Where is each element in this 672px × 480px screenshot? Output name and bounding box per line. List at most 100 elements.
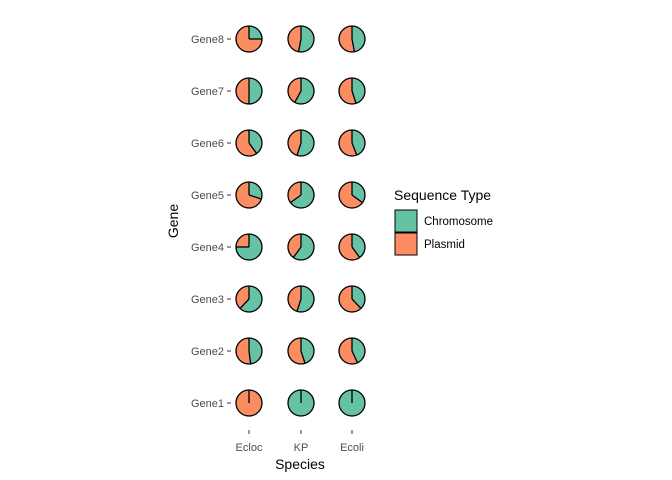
pie-ecoli-gene2	[338, 337, 366, 365]
pie-outline	[287, 389, 315, 417]
pie-divider	[351, 194, 363, 204]
pie-ecloc-gene7	[235, 77, 263, 105]
pie-outline	[287, 337, 315, 365]
pie-outline	[235, 233, 263, 261]
pie-divider	[292, 246, 302, 258]
pie-slice-chromosome	[294, 78, 315, 105]
pie-outline	[287, 129, 315, 157]
pie-slice-chromosome	[352, 26, 366, 52]
pie-ecoli-gene7	[338, 77, 366, 105]
pie-slice-chromosome	[249, 78, 262, 104]
pie-kp-gene4	[287, 233, 315, 261]
pie-divider	[351, 298, 362, 309]
pie-outline	[235, 77, 263, 105]
pie-slice-chromosome	[298, 26, 314, 52]
pie-outline	[338, 129, 366, 157]
y-axis-title: Gene	[165, 204, 181, 238]
x-axis: Ecloc KP Ecoli	[236, 430, 364, 454]
pie-ecoli-gene8	[338, 25, 366, 53]
pie-ecloc-gene6	[235, 129, 263, 157]
y-tick-label: Gene1	[191, 398, 224, 410]
pie-divider	[351, 142, 358, 156]
pie-kp-gene8	[287, 25, 315, 53]
y-tick-label: Gene4	[191, 242, 224, 254]
pie-outline	[235, 25, 263, 53]
pie-kp-gene2	[287, 337, 315, 365]
legend-label-chromosome: Chromosome	[424, 216, 493, 228]
pie-outline	[338, 77, 366, 105]
pie-kp-gene5	[287, 181, 315, 209]
pie-outline	[338, 389, 366, 417]
pie-slice-chromosome	[249, 338, 263, 364]
legend-label-plasmid: Plasmid	[424, 239, 465, 251]
pie-slice-chromosome	[240, 286, 262, 312]
pie-divider	[351, 350, 359, 364]
pie-divider	[239, 298, 250, 309]
pie-outline	[235, 337, 263, 365]
x-axis-title: Species	[275, 456, 325, 472]
pie-divider	[290, 194, 302, 204]
pie-cells	[235, 25, 366, 417]
pie-ecloc-gene5	[235, 181, 263, 209]
pie-ecoli-gene5	[338, 181, 366, 209]
pie-divider	[296, 142, 302, 156]
pie-divider	[351, 38, 356, 52]
pie-outline	[338, 285, 366, 313]
legend-key-plasmid	[394, 232, 418, 256]
y-axis: Gene1 Gene2 Gene3 Gene4 Gene5 Gene6 Gene7 Gene8	[191, 34, 231, 410]
x-tick-label: Ecloc	[236, 442, 263, 454]
pie-ecoli-gene4	[338, 233, 366, 261]
pie-outline	[235, 181, 263, 209]
pie-outline	[338, 337, 366, 365]
pie-ecoli-gene6	[338, 129, 366, 157]
pie-ecoli-gene1	[338, 389, 366, 417]
y-tick-label: Gene7	[191, 86, 224, 98]
pie-divider	[248, 142, 258, 154]
pie-slice-chromosome	[249, 130, 263, 154]
legend: Sequence Type Chromosome Plasmid	[394, 187, 493, 256]
pie-slice-chromosome	[352, 234, 366, 258]
y-tick-label: Gene5	[191, 190, 224, 202]
pie-divider	[294, 90, 302, 103]
pie-divider	[300, 350, 306, 364]
legend-key-chromosome	[394, 209, 418, 233]
pie-outline	[235, 285, 263, 313]
y-tick-label: Gene3	[191, 294, 224, 306]
x-tick-label: Ecoli	[340, 442, 364, 454]
pie-kp-gene1	[287, 389, 315, 417]
pie-kp-gene7	[287, 77, 315, 105]
y-tick-label: Gene8	[191, 34, 224, 46]
pie-slice-chromosome	[352, 78, 365, 104]
pie-slice-chromosome	[293, 234, 314, 260]
pie-ecoli-gene3	[338, 285, 366, 313]
pie-outline	[287, 233, 315, 261]
pie-ecloc-gene8	[235, 25, 263, 53]
pie-divider	[351, 246, 361, 258]
y-tick-label: Gene2	[191, 346, 224, 358]
legend-title: Sequence Type	[394, 187, 491, 203]
pie-divider	[351, 90, 357, 104]
pie-outline	[338, 25, 366, 53]
pie-kp-gene3	[287, 285, 315, 313]
pie-outline	[287, 25, 315, 53]
pie-slice-chromosome	[249, 26, 262, 39]
pie-kp-gene6	[287, 129, 315, 157]
pie-slice-chromosome	[249, 182, 262, 200]
pie-outline	[235, 389, 263, 417]
pie-divider	[297, 38, 302, 52]
pie-slice-chromosome	[352, 286, 366, 309]
pie-outline	[287, 181, 315, 209]
pie-outline	[338, 181, 366, 209]
x-tick-label: KP	[294, 442, 309, 454]
pie-ecloc-gene4	[235, 233, 263, 261]
y-tick-label: Gene6	[191, 138, 224, 150]
pie-ecloc-gene2	[235, 337, 263, 365]
pie-outline	[235, 129, 263, 157]
pie-outline	[338, 233, 366, 261]
pie-slice-chromosome	[301, 338, 314, 364]
pie-ecloc-gene3	[235, 285, 263, 313]
pie-divider	[248, 350, 252, 364]
pie-divider	[248, 194, 262, 200]
pie-ecloc-gene1	[235, 389, 263, 417]
pie-slice-chromosome	[290, 182, 314, 209]
